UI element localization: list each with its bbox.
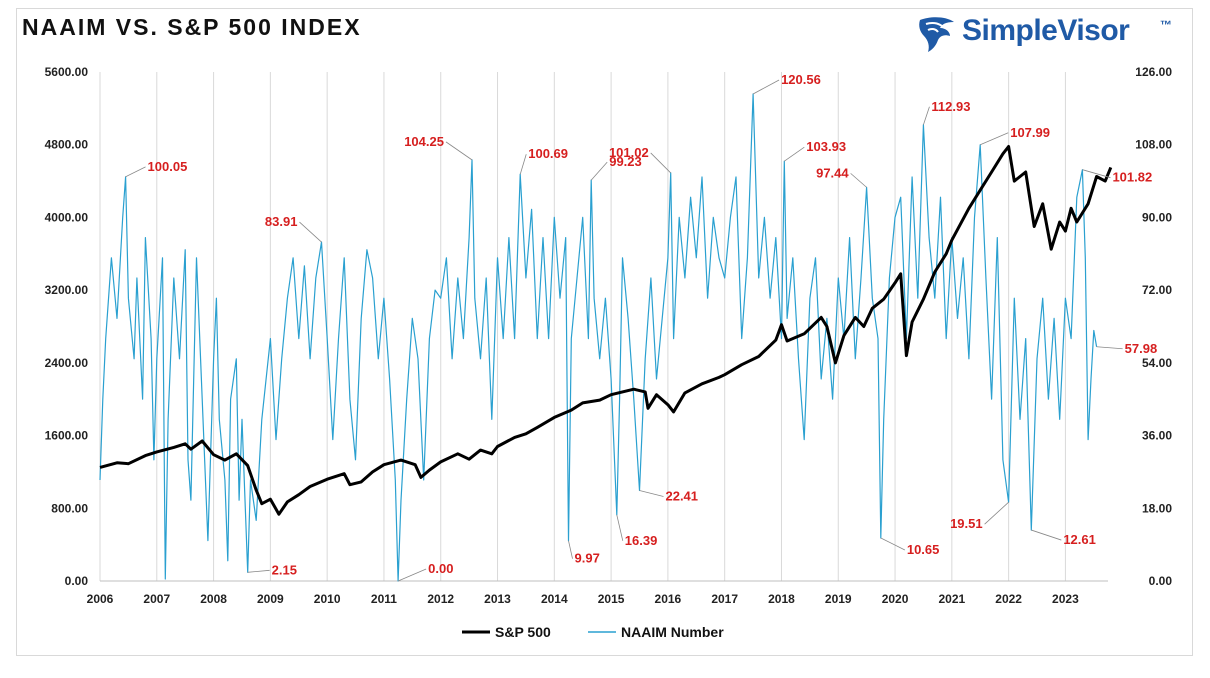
annotation-label: 9.97 [575,551,600,566]
x-tick-label-2021: 2021 [938,592,965,606]
y-right-tick-label: 0.00 [1149,574,1173,588]
annotation-leader [397,568,427,582]
left-axis: 0.00 800.00 1600.00 2400.00 3200.00 4000.00 48… [45,65,89,588]
series-layer [99,93,1113,582]
y-left-tick-label: 800.00 [51,501,88,515]
brand-logo: SimpleVisor ™ [912,12,1182,54]
y-right-tick-label: 18.00 [1142,501,1172,515]
y-right-tick-label: 108.00 [1135,138,1172,152]
annotation-label: 16.39 [625,533,658,548]
x-tick-label-2016: 2016 [655,592,682,606]
annotation-label: 120.56 [781,72,821,87]
annotation-label: 99.23 [609,154,642,169]
chart-frame [16,8,1193,656]
annotation-label: 10.65 [907,542,940,557]
annotation-leader [445,141,473,161]
x-tick-label-2019: 2019 [825,592,852,606]
annotation-label: 0.00 [428,561,453,576]
annotation-label: 97.44 [816,165,849,180]
series-naaim-line [99,93,1098,582]
annotation-leader [980,132,1009,146]
x-tick-label-2022: 2022 [995,592,1022,606]
x-tick-label-2014: 2014 [541,592,568,606]
y-right-tick-label: 36.00 [1142,429,1172,443]
brand-trademark: ™ [1160,18,1172,32]
annotation-layer: 100.05 83.91 2.15 0.00 104.25 100.69 99.23 9.97… [125,72,1158,582]
page-title: NAAIM VS. S&P 500 INDEX [22,14,362,40]
annotation-label: 2.15 [272,562,297,577]
y-left-tick-label: 4000.00 [45,210,89,224]
brand-name: SimpleVisor [962,14,1130,47]
annotation-leader [650,152,672,174]
annotation-leader [247,569,270,573]
annotation-leader [616,514,624,541]
annotation-leader [850,173,867,188]
x-tick-label-2006: 2006 [87,592,114,606]
x-tick-label-2020: 2020 [882,592,909,606]
chart-grid [99,72,1066,581]
annotation-leader [784,146,805,162]
annotation-label: 57.98 [1125,341,1158,356]
annotation-leader [880,537,906,551]
annotation-leader [1031,529,1062,541]
annotation-label: 107.99 [1010,125,1050,140]
annotation-label: 19.51 [950,516,983,531]
x-tick-label-2011: 2011 [371,592,397,606]
annotation-label: 22.41 [665,488,698,503]
x-tick-label-2010: 2010 [314,592,341,606]
annotation-label: 101.02 [609,145,649,160]
y-left-tick-label: 2400.00 [45,356,89,370]
annotation-leader [519,154,527,175]
legend-sp500-label: S&P 500 [495,624,551,640]
series-sp500-line [99,145,1113,516]
y-right-tick-label: 126.00 [1135,65,1172,79]
annotation-label: 100.05 [148,159,188,174]
x-tick-label-2007: 2007 [143,592,170,606]
annotation-leader [590,161,608,181]
annotation-leader [984,501,1009,525]
y-right-tick-label: 54.00 [1142,356,1172,370]
annotation-leader [1082,169,1111,179]
annotation-label: 112.93 [931,99,970,114]
y-right-tick-label: 72.00 [1142,283,1172,297]
annotation-leader [568,540,573,559]
y-right-tick-label: 90.00 [1142,210,1172,224]
annotation-label: 101.82 [1112,170,1152,185]
x-tick-label-2017: 2017 [711,592,738,606]
annotation-label: 103.93 [806,139,846,154]
x-tick-label-2008: 2008 [200,592,227,606]
x-tick-label-2013: 2013 [484,592,511,606]
y-left-tick-label: 0.00 [65,574,89,588]
x-tick-label-2018: 2018 [768,592,795,606]
annotation-label: 12.61 [1063,532,1096,547]
x-tick-label-2023: 2023 [1052,592,1079,606]
annotation-leader [752,79,780,95]
annotation-label: 104.25 [404,134,444,149]
x-tick-label-2012: 2012 [427,592,454,606]
annotation-leader [125,166,146,178]
right-axis: 0.00 18.00 36.00 54.00 72.00 90.00 108.00 126.0… [1135,65,1172,588]
annotation-label: 100.69 [528,146,568,161]
x-tick-label-2015: 2015 [598,592,625,606]
y-left-tick-label: 3200.00 [45,283,89,297]
legend-naaim-label: NAAIM Number [621,624,724,640]
x-axis: 2006 2007 2008 2009 2010 2011 2012 2013 2014 2015… [87,580,1108,606]
annotation-leader [1096,346,1123,350]
annotation-leader [923,106,930,125]
annotation-leader [299,221,322,243]
eagle-logo-icon [919,17,954,52]
legend: S&P 500 NAAIM Number [462,624,724,640]
y-left-tick-label: 5600.00 [45,65,89,79]
annotation-leader [639,490,664,497]
y-left-tick-label: 1600.00 [45,429,89,443]
annotation-label: 83.91 [265,214,298,229]
x-tick-label-2009: 2009 [257,592,284,606]
y-left-tick-label: 4800.00 [45,138,89,152]
